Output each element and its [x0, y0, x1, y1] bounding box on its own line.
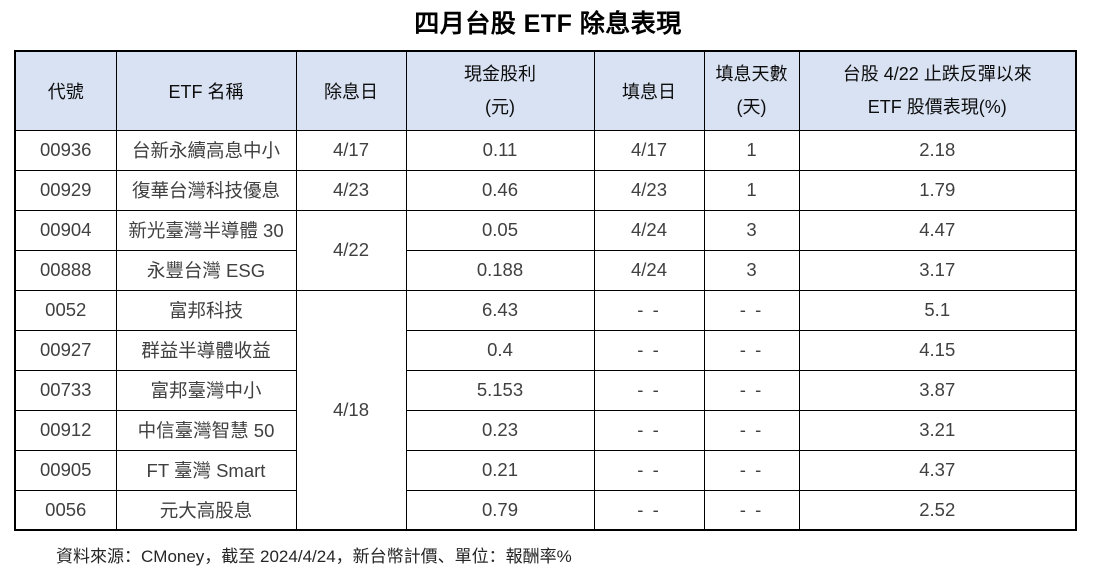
cell-ex-date: 4/17	[295, 129, 407, 171]
cell-etf-name: 復華台灣科技優息	[115, 169, 297, 211]
cell-performance: 3.87	[798, 369, 1077, 411]
table-row: 00929 復華台灣科技優息 4/23 0.46 4/23 1 1.79	[14, 169, 1077, 211]
cell-ex-date-merged: 4/22	[295, 209, 407, 291]
cell-code: 00905	[14, 449, 117, 491]
cell-performance: 3.17	[798, 249, 1077, 291]
source-note: 資料來源：CMoney，截至 2024/4/24，新台幣計價、單位：報酬率%	[56, 547, 572, 566]
cell-performance: 4.47	[798, 209, 1077, 251]
header-performance: 台股 4/22 止跌反彈以來 ETF 股價表現(%)	[798, 50, 1077, 131]
cell-performance: 3.21	[798, 409, 1077, 451]
cell-fill-days: - -	[703, 449, 800, 491]
cell-performance: 1.79	[798, 169, 1077, 211]
cell-fill-date: - -	[593, 369, 705, 411]
cell-fill-date: - -	[593, 409, 705, 451]
header-performance-line1: 台股 4/22 止跌反彈以來	[842, 63, 1032, 84]
cell-etf-name: FT 臺灣 Smart	[115, 449, 297, 491]
cell-fill-date: 4/23	[593, 169, 705, 211]
cell-code: 0052	[14, 289, 117, 331]
header-dividend-line1: 現金股利	[464, 63, 536, 84]
cell-fill-days: - -	[703, 289, 800, 331]
header-performance-line2: ETF 股價表現(%)	[867, 96, 1007, 117]
cell-dividend: 0.05	[405, 209, 595, 251]
cell-dividend: 6.43	[405, 289, 595, 331]
cell-code: 00888	[14, 249, 117, 291]
header-fill-days-line1: 填息天數	[715, 63, 788, 84]
cell-fill-days: 1	[703, 129, 800, 171]
table-row: 00936 台新永續高息中小 4/17 0.11 4/17 1 2.18	[14, 129, 1077, 171]
table-row: 00912 中信臺灣智慧 50 0.23 - - - - 3.21	[14, 409, 1077, 451]
header-dividend: 現金股利 (元)	[405, 50, 595, 131]
cell-code: 00929	[14, 169, 117, 211]
table-row: 0056 元大高股息 0.79 - - - - 2.52	[14, 489, 1077, 531]
table-row: 00733 富邦臺灣中小 5.153 - - - - 3.87	[14, 369, 1077, 411]
cell-code: 00927	[14, 329, 117, 371]
header-fill-date: 填息日	[593, 50, 705, 131]
cell-fill-days: 3	[703, 209, 800, 251]
cell-dividend: 0.11	[405, 129, 595, 171]
cell-etf-name: 群益半導體收益	[115, 329, 297, 371]
cell-etf-name: 元大高股息	[115, 489, 297, 531]
cell-code: 00936	[14, 129, 117, 171]
cell-performance: 5.1	[798, 289, 1077, 331]
table-row: 00904 新光臺灣半導體 30 4/22 0.05 4/24 3 4.47	[14, 209, 1077, 291]
cell-etf-name: 台新永續高息中小	[115, 129, 297, 171]
cell-performance: 2.18	[798, 129, 1077, 171]
page-title: 四月台股 ETF 除息表現	[414, 10, 682, 38]
cell-fill-days: - -	[703, 409, 800, 451]
etf-dividend-table: 代號 ETF 名稱 除息日 現金股利 (元) 填息日 填息天數 (天) 台股 4…	[14, 50, 1077, 531]
header-dividend-line2: (元)	[485, 96, 515, 117]
cell-fill-date: - -	[593, 289, 705, 331]
cell-fill-date: - -	[593, 329, 705, 371]
cell-etf-name: 富邦臺灣中小	[115, 369, 297, 411]
header-code: 代號	[14, 50, 117, 131]
cell-fill-days: 3	[703, 249, 800, 291]
cell-fill-date: 4/17	[593, 129, 705, 171]
cell-dividend: 0.23	[405, 409, 595, 451]
cell-dividend: 0.21	[405, 449, 595, 491]
cell-fill-days: - -	[703, 329, 800, 371]
cell-dividend: 0.79	[405, 489, 595, 531]
cell-fill-date: - -	[593, 449, 705, 491]
cell-performance: 4.37	[798, 449, 1077, 491]
table-row: 00905 FT 臺灣 Smart 0.21 - - - - 4.37	[14, 449, 1077, 491]
header-fill-days: 填息天數 (天)	[703, 50, 800, 131]
cell-code: 0056	[14, 489, 117, 531]
cell-etf-name: 新光臺灣半導體 30	[115, 209, 297, 251]
cell-fill-date: - -	[593, 489, 705, 531]
cell-dividend: 5.153	[405, 369, 595, 411]
cell-code: 00904	[14, 209, 117, 251]
cell-dividend: 0.46	[405, 169, 595, 211]
cell-performance: 2.52	[798, 489, 1077, 531]
cell-dividend: 0.188	[405, 249, 595, 291]
cell-code: 00912	[14, 409, 117, 451]
cell-code: 00733	[14, 369, 117, 411]
cell-etf-name: 中信臺灣智慧 50	[115, 409, 297, 451]
cell-etf-name: 永豐台灣 ESG	[115, 249, 297, 291]
table-row: 0052 富邦科技 4/18 6.43 - - - - 5.1	[14, 289, 1077, 531]
cell-etf-name: 富邦科技	[115, 289, 297, 331]
cell-fill-date: 4/24	[593, 249, 705, 291]
cell-fill-days: - -	[703, 369, 800, 411]
cell-fill-days: - -	[703, 489, 800, 531]
cell-ex-date: 4/23	[295, 169, 407, 211]
cell-dividend: 0.4	[405, 329, 595, 371]
table-row: 00888 永豐台灣 ESG 0.188 4/24 3 3.17	[14, 249, 1077, 291]
header-row: 代號 ETF 名稱 除息日 現金股利 (元) 填息日 填息天數 (天) 台股 4…	[14, 50, 1077, 131]
cell-ex-date-merged: 4/18	[295, 289, 407, 531]
cell-fill-days: 1	[703, 169, 800, 211]
cell-performance: 4.15	[798, 329, 1077, 371]
table-row: 00927 群益半導體收益 0.4 - - - - 4.15	[14, 329, 1077, 371]
header-ex-date: 除息日	[295, 50, 407, 131]
cell-fill-date: 4/24	[593, 209, 705, 251]
header-fill-days-line2: (天)	[736, 96, 767, 117]
header-etf-name: ETF 名稱	[115, 50, 297, 131]
